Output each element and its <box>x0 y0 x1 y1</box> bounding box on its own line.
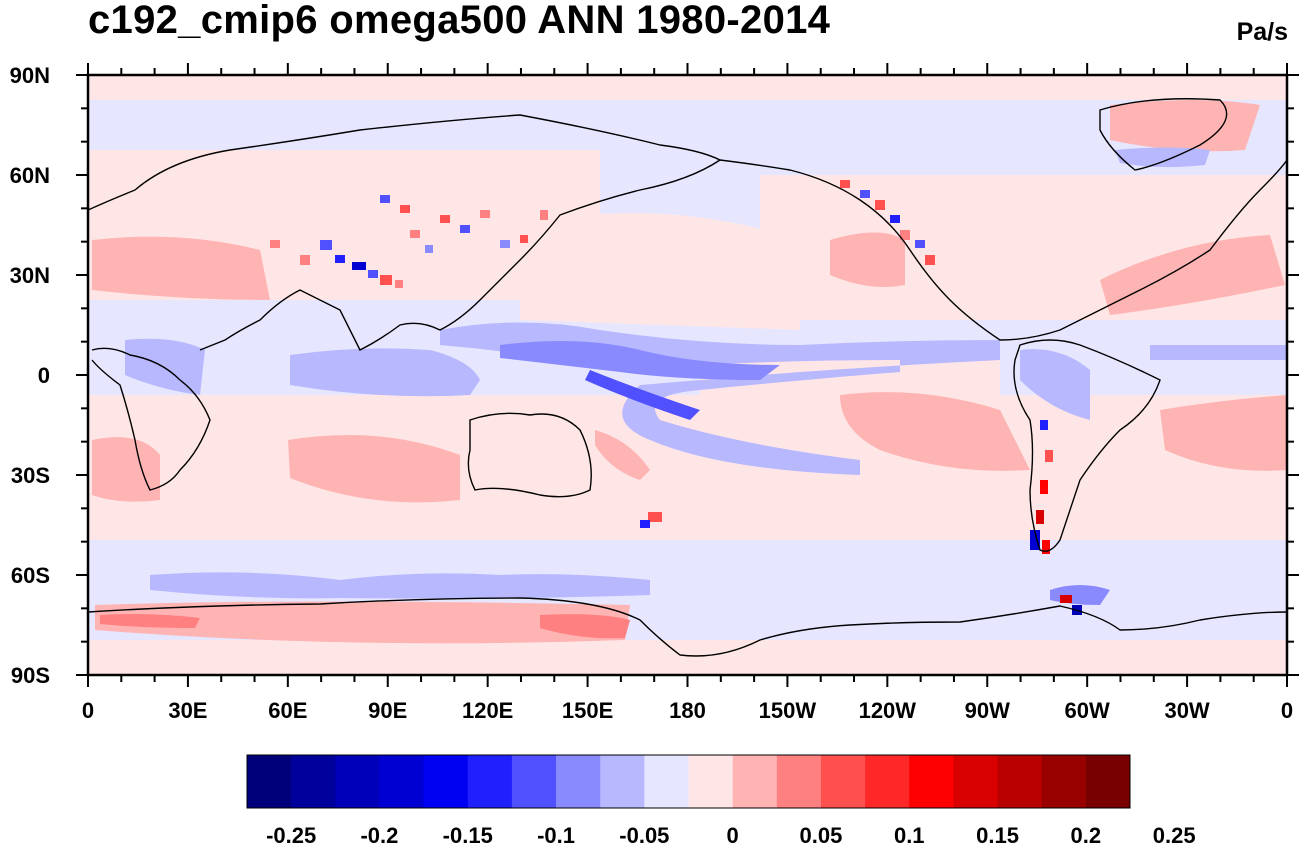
map-ticks: 0 30E 60E 90E 120E 150E 180 150W 120W 90W 60W 30W 0 9… <box>10 63 1299 723</box>
colorbar-label: 0.25 <box>1153 823 1196 847</box>
amazon-ascent <box>1020 349 1090 420</box>
colorbar-swatch <box>688 755 734 808</box>
colorbar-label: -0.25 <box>266 823 316 847</box>
colorbar-label: -0.15 <box>443 823 493 847</box>
africa-ascent <box>125 338 205 395</box>
lon-tick-label: 0 <box>1281 698 1293 723</box>
australia-coast <box>467 412 592 498</box>
colorbar-swatch <box>600 755 645 808</box>
colorbar: -0.25 -0.2 -0.15 -0.1 -0.05 0 0.05 0.1 0.15 0.2 0.… <box>246 754 1196 847</box>
lon-tick-label: 30E <box>168 698 207 723</box>
colorbar-swatch <box>556 755 601 808</box>
south-america-coast <box>1013 339 1161 552</box>
sahara-subsidence <box>92 236 270 300</box>
colorbar-label: 0 <box>727 823 739 847</box>
colorbar-label: 0.05 <box>800 823 843 847</box>
warm-pool-ascent <box>500 341 780 380</box>
n-atlantic-subsidence <box>1100 235 1285 315</box>
colorbar-swatch <box>820 755 866 808</box>
himalaya-noise <box>270 195 548 288</box>
antarctic-subsidence <box>95 601 630 644</box>
north-atlantic-ascent <box>1115 147 1210 168</box>
lat-tick-label: 90S <box>11 663 50 688</box>
greenland-coast <box>1099 98 1228 171</box>
indian-ocean-itcz <box>290 348 480 397</box>
rockies-noise <box>840 180 935 265</box>
colorbar-swatch <box>909 755 954 808</box>
colorbar-swatch <box>467 755 513 808</box>
southern-ocean-ascent <box>150 572 650 599</box>
lat-tick-label: 90N <box>10 63 50 88</box>
colorbar-label: -0.05 <box>619 823 669 847</box>
antarctic-strong-1 <box>100 614 200 628</box>
lon-tick-label: 120E <box>462 698 513 723</box>
colorbar-swatch <box>379 755 425 808</box>
lon-tick-label: 90W <box>965 698 1010 723</box>
colorbar-label: -0.2 <box>360 823 398 847</box>
antarctic-strong-2 <box>540 614 630 639</box>
colorbar-swatch <box>1041 755 1087 808</box>
plot-title: c192_cmip6 omega500 ANN 1980-2014 <box>88 0 831 42</box>
coastlines <box>88 98 1287 657</box>
ne-pacific-subsidence <box>830 232 905 288</box>
lon-tick-label: 150E <box>562 698 613 723</box>
greenland-subsidence <box>1110 100 1260 152</box>
s-indian-subsidence <box>288 435 460 503</box>
colorbar-swatch <box>732 755 778 808</box>
colorbar-swatch <box>335 755 380 808</box>
colorbar-swatch <box>1085 755 1131 808</box>
colorbar-frame <box>246 754 1131 809</box>
lon-tick-label: 60W <box>1065 698 1110 723</box>
colorbar-swatch <box>997 755 1043 808</box>
lon-tick-label: 60E <box>268 698 307 723</box>
antarctica-coast <box>88 597 1287 657</box>
north-pacific-subtropic <box>520 213 800 330</box>
newzealand-noise <box>640 512 662 528</box>
arctic-band <box>88 75 1287 100</box>
atlantic-itcz <box>1150 345 1287 360</box>
se-atlantic-edge <box>92 437 160 502</box>
lat-tick-label: 60N <box>10 163 50 188</box>
colorbar-swatch <box>953 755 999 808</box>
lon-tick-label: 150W <box>759 698 817 723</box>
spcz-core <box>585 370 700 420</box>
lon-tick-label: 30W <box>1164 698 1209 723</box>
colorbar-label: 0.2 <box>1071 823 1102 847</box>
s-atlantic-subsidence <box>1160 395 1287 471</box>
africa-coast <box>91 347 211 491</box>
lat-tick-label: 60S <box>11 563 50 588</box>
se-pacific-subsidence <box>840 392 1030 471</box>
lon-tick-label: 180 <box>669 698 706 723</box>
colorbar-swatch <box>291 755 336 808</box>
units-label: Pa/s <box>1236 18 1288 46</box>
lat-tick-label: 0 <box>38 363 50 388</box>
south-polar-band <box>88 640 1287 675</box>
colorbar-swatch <box>776 755 822 808</box>
colorbar-label: 0.15 <box>976 823 1019 847</box>
north-america-coast <box>719 159 1287 341</box>
colorbar-swatch <box>247 755 292 808</box>
lon-tick-label: 0 <box>82 698 94 723</box>
colorbar-swatch <box>865 755 910 808</box>
colorbar-label: 0.1 <box>894 823 925 847</box>
colorbar-swatch <box>644 755 689 808</box>
lat-tick-label: 30N <box>10 263 50 288</box>
lon-tick-label: 120W <box>859 698 917 723</box>
colorbar-swatch <box>423 755 469 808</box>
tasman-subsidence <box>595 430 650 480</box>
colorbar-swatch <box>511 755 557 808</box>
lon-tick-label: 90E <box>368 698 407 723</box>
lat-tick-label: 30S <box>11 463 50 488</box>
eurasia-coast <box>88 114 722 351</box>
omega-field <box>88 75 1287 675</box>
colorbar-label: -0.1 <box>537 823 575 847</box>
